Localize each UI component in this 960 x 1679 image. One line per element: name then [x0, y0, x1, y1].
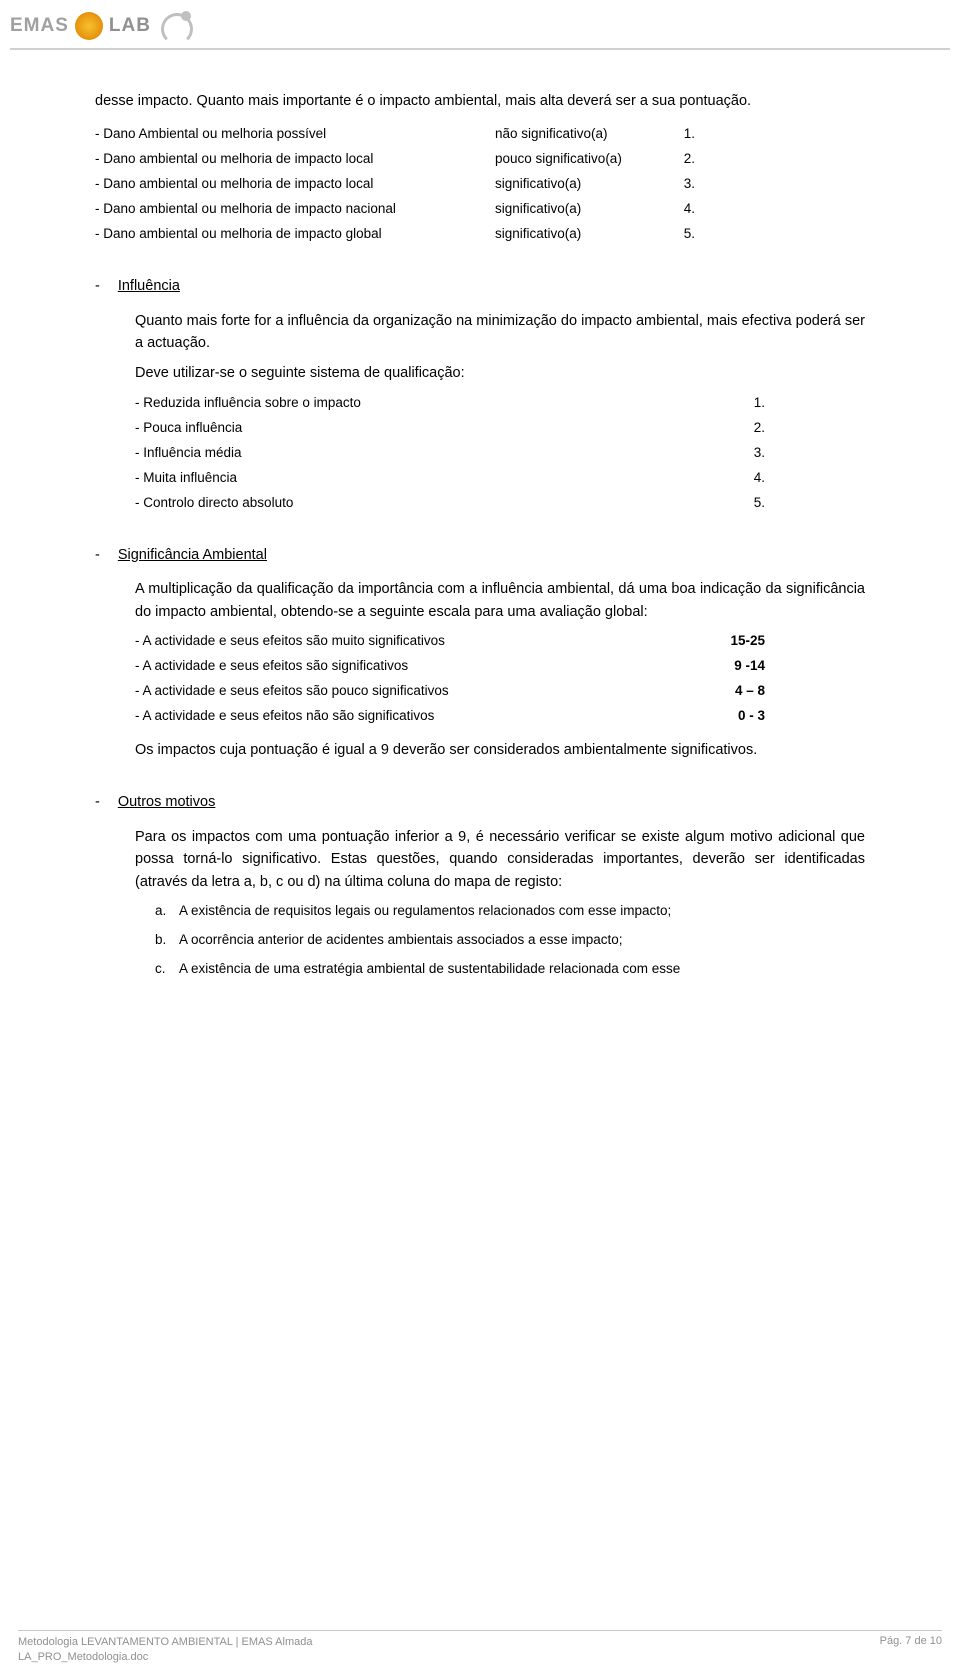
scale-label: - Reduzida influência sobre o impacto: [135, 393, 705, 414]
scale-mid: significativo(a): [495, 224, 665, 245]
footer-title: Metodologia LEVANTAMENTO AMBIENTAL | EMA…: [18, 1635, 312, 1650]
logo-swirl-icon: [157, 13, 191, 39]
list-key: c.: [155, 959, 179, 980]
bullet-dash: -: [95, 547, 100, 563]
scale-label: - Dano ambiental ou melhoria de impacto …: [95, 149, 495, 170]
scale-row: - Influência média 3.: [135, 443, 865, 464]
list-key: b.: [155, 930, 179, 951]
section-heading: - Influência: [95, 275, 865, 297]
scale-row: - Muita influência 4.: [135, 468, 865, 489]
scale-label: - Muita influência: [135, 468, 705, 489]
list-key: a.: [155, 901, 179, 922]
scale-value: 2.: [665, 149, 695, 170]
list-text: A ocorrência anterior de acidentes ambie…: [179, 930, 865, 951]
scale-value: 4.: [705, 468, 765, 489]
section-other: - Outros motivos Para os impactos com uma…: [95, 791, 865, 980]
scale-label: - Pouca influência: [135, 418, 705, 439]
scale-value: 3.: [705, 443, 765, 464]
scale-row: - Reduzida influência sobre o impacto 1.: [135, 393, 865, 414]
section-body: Quanto mais forte for a influência da or…: [135, 310, 865, 355]
scale-value: 4 – 8: [705, 681, 765, 702]
section-body: Para os impactos com uma pontuação infer…: [135, 826, 865, 893]
logo-star-icon: [75, 12, 103, 40]
bullet-dash: -: [95, 794, 100, 810]
logo-brand-b: LAB: [109, 15, 151, 36]
section-heading: - Outros motivos: [95, 791, 865, 813]
scale-label: - A actividade e seus efeitos não são si…: [135, 706, 705, 727]
scale-label: - Dano ambiental ou melhoria de impacto …: [95, 174, 495, 195]
scale-mid: significativo(a): [495, 199, 665, 220]
footer-left: Metodologia LEVANTAMENTO AMBIENTAL | EMA…: [18, 1635, 312, 1665]
scale-mid: significativo(a): [495, 174, 665, 195]
scale-label: - A actividade e seus efeitos são muito …: [135, 631, 705, 652]
importance-scale: - Dano Ambiental ou melhoria possível nã…: [95, 124, 865, 245]
scale-label: - Influência média: [135, 443, 705, 464]
header-logo: EMAS LAB: [10, 12, 191, 40]
section-note: Os impactos cuja pontuação é igual a 9 d…: [135, 739, 865, 761]
section-title: Outros motivos: [118, 794, 216, 810]
scale-value: 5.: [705, 493, 765, 514]
scale-row: - Dano ambiental ou melhoria de impacto …: [95, 174, 865, 195]
page-content: desse impacto. Quanto mais importante é …: [0, 0, 960, 1048]
scale-row: - Dano ambiental ou melhoria de impacto …: [95, 199, 865, 220]
scale-label: - Controlo directo absoluto: [135, 493, 705, 514]
scale-value: 5.: [665, 224, 695, 245]
footer-page-number: Pág. 7 de 10: [880, 1635, 942, 1665]
intro-paragraph: desse impacto. Quanto mais importante é …: [95, 90, 865, 112]
scale-value: 2.: [705, 418, 765, 439]
footer-filename: LA_PRO_Metodologia.doc: [18, 1650, 312, 1665]
logo-brand-a: EMAS: [10, 15, 69, 36]
header-divider: [10, 48, 950, 50]
scale-value: 3.: [665, 174, 695, 195]
scale-row: - Controlo directo absoluto 5.: [135, 493, 865, 514]
logo-text-left: EMAS: [10, 15, 69, 37]
scale-row: - A actividade e seus efeitos são signif…: [135, 656, 865, 677]
scale-label: - A actividade e seus efeitos são pouco …: [135, 681, 705, 702]
scale-row: - A actividade e seus efeitos são muito …: [135, 631, 865, 652]
section-body: A multiplicação da qualificação da impor…: [135, 578, 865, 623]
scale-value: 4.: [665, 199, 695, 220]
section-title: Significância Ambiental: [118, 547, 267, 563]
scale-value: 1.: [705, 393, 765, 414]
scale-label: - Dano Ambiental ou melhoria possível: [95, 124, 495, 145]
scale-label: - Dano ambiental ou melhoria de impacto …: [95, 224, 495, 245]
logo-text-right: LAB: [109, 15, 151, 37]
section-significance: - Significância Ambiental A multiplicação…: [95, 544, 865, 762]
list-item: b. A ocorrência anterior de acidentes am…: [155, 930, 865, 951]
list-item: a. A existência de requisitos legais ou …: [155, 901, 865, 922]
scale-row: - Dano ambiental ou melhoria de impacto …: [95, 224, 865, 245]
section-influence: - Influência Quanto mais forte for a infl…: [95, 275, 865, 513]
scale-mid: não significativo(a): [495, 124, 665, 145]
scale-label: - A actividade e seus efeitos são signif…: [135, 656, 705, 677]
list-item: c. A existência de uma estratégia ambien…: [155, 959, 865, 980]
scale-value: 0 - 3: [705, 706, 765, 727]
scale-row: - Dano Ambiental ou melhoria possível nã…: [95, 124, 865, 145]
scale-row: - Pouca influência 2.: [135, 418, 865, 439]
scale-row: - A actividade e seus efeitos não são si…: [135, 706, 865, 727]
section-body: Deve utilizar-se o seguinte sistema de q…: [135, 362, 865, 384]
scale-label: - Dano ambiental ou melhoria de impacto …: [95, 199, 495, 220]
section-heading: - Significância Ambiental: [95, 544, 865, 566]
scale-row: - Dano ambiental ou melhoria de impacto …: [95, 149, 865, 170]
scale-value: 1.: [665, 124, 695, 145]
scale-value: 9 -14: [705, 656, 765, 677]
bullet-dash: -: [95, 278, 100, 294]
page-footer: Metodologia LEVANTAMENTO AMBIENTAL | EMA…: [18, 1630, 942, 1665]
scale-mid: pouco significativo(a): [495, 149, 665, 170]
scale-value: 15-25: [705, 631, 765, 652]
scale-row: - A actividade e seus efeitos são pouco …: [135, 681, 865, 702]
section-title: Influência: [118, 278, 180, 294]
list-text: A existência de requisitos legais ou reg…: [179, 901, 865, 922]
list-text: A existência de uma estratégia ambiental…: [179, 959, 865, 980]
